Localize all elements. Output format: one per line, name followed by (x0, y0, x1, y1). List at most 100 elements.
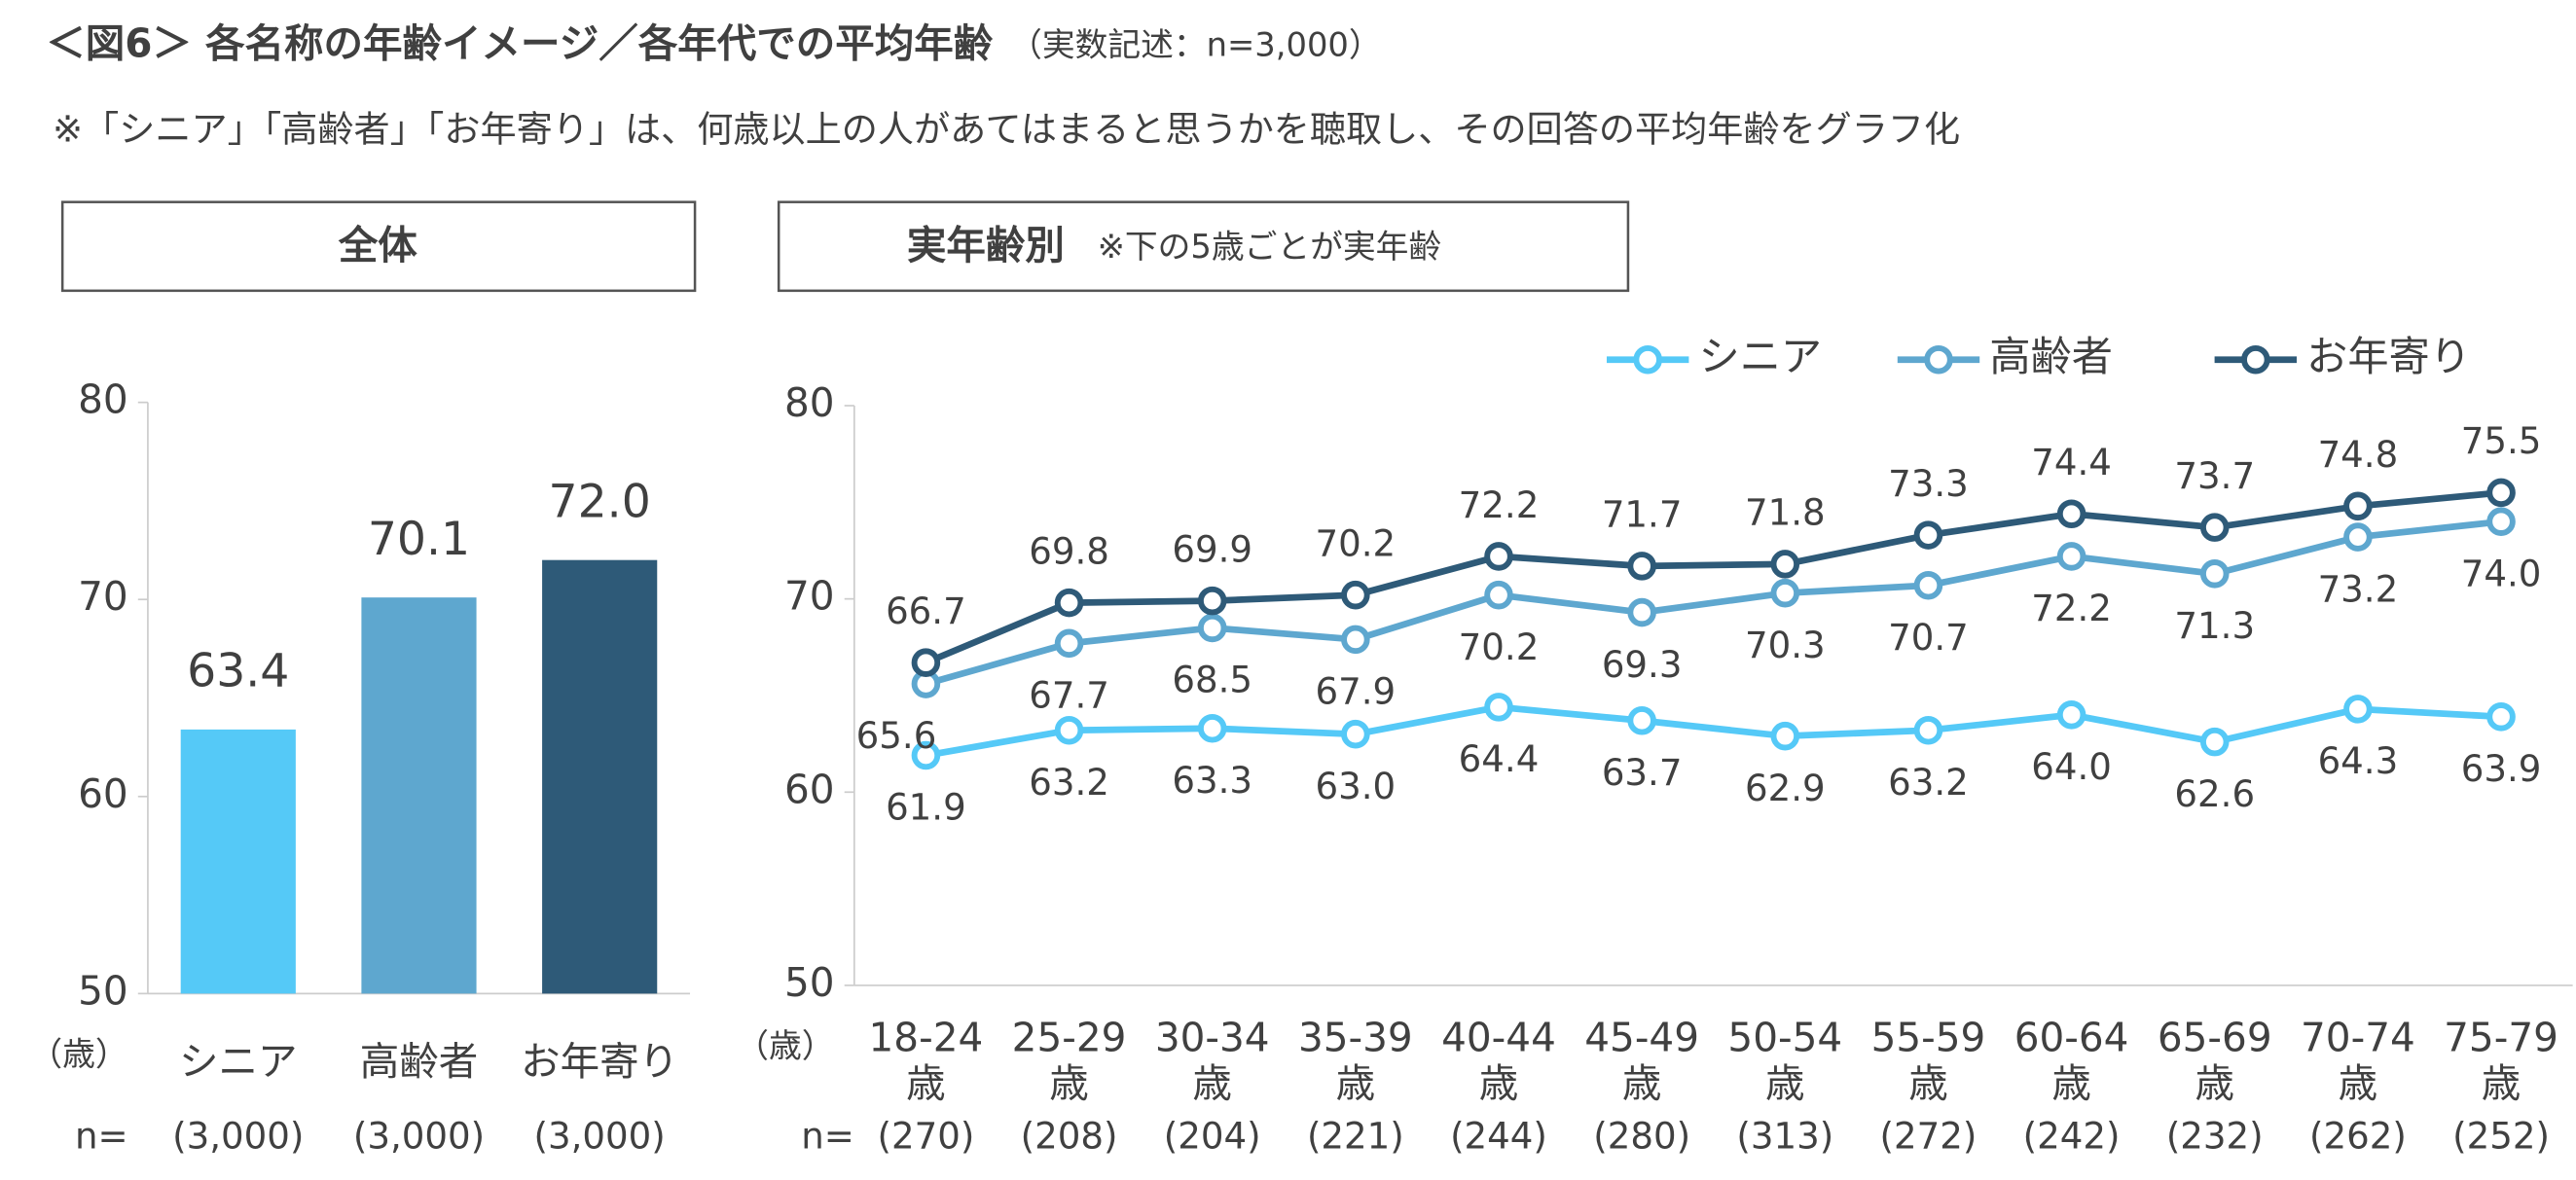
bar (542, 559, 658, 994)
y-tick-label: 60 (78, 770, 128, 817)
legend-label: お年寄り (2306, 333, 2471, 380)
value-label: 63.0 (1316, 766, 1397, 807)
y-tick-label: 70 (78, 573, 128, 620)
point (1627, 706, 1656, 735)
x-tick-label: 60-64歳 (2014, 1015, 2129, 1107)
value-label: 65.6 (856, 715, 937, 757)
point (1054, 628, 1084, 659)
n-value: (208) (1021, 1115, 1118, 1157)
panel-box (777, 200, 1630, 293)
x-tick-label: 40-44歳 (1441, 1015, 1556, 1107)
value-label: 67.9 (1316, 671, 1397, 713)
x-tick-label: 30-34歳 (1154, 1015, 1270, 1107)
point (2343, 491, 2373, 521)
x-tick-label: 50-54歳 (1727, 1015, 1843, 1107)
title: ＜図6＞ 各名称の年齢イメージ／各年代での平均年齢 （実数記述：n=3,000） (46, 19, 1381, 66)
value-label: 75.5 (2461, 420, 2542, 462)
bar (361, 597, 477, 994)
y-unit: （歳） (29, 1035, 127, 1073)
x-tick-label-box: 70-74歳 (2301, 1015, 2415, 1107)
value-label: 62.9 (1745, 768, 1826, 809)
x-tick-label: 70-74歳 (2301, 1015, 2415, 1107)
point (1627, 597, 1656, 627)
x-tick-label-box: 60-64歳 (2014, 1015, 2129, 1107)
x-tick-label: 55-59歳 (1870, 1015, 1986, 1107)
panel-title-note: ※下の5歳ごとが実年齢 (1098, 227, 1442, 265)
y-tick-label: 50 (78, 967, 128, 1014)
x-tick-label: お年寄り (521, 1038, 678, 1085)
x-tick-label-box: 65-69歳 (2157, 1015, 2272, 1107)
value-label: 73.3 (1888, 463, 1969, 505)
series-line (925, 703, 2502, 759)
n-value: (244) (1450, 1115, 1547, 1157)
value-label: 69.9 (1172, 528, 1252, 570)
point (1341, 625, 1370, 655)
point (1197, 713, 1227, 743)
point (2486, 702, 2516, 732)
value-label: 66.7 (886, 590, 966, 632)
x-tick-label-box: 18-24歳 (869, 1015, 984, 1107)
point (1341, 580, 1370, 610)
x-tick-label-box: 75-79歳 (2444, 1015, 2558, 1107)
point (1913, 520, 1943, 550)
point (1913, 570, 1943, 600)
x-tick-label: シニア (179, 1038, 298, 1085)
point (2056, 499, 2086, 529)
point (2199, 727, 2230, 757)
point (2486, 507, 2516, 536)
value-label: 74.0 (2461, 553, 2542, 594)
x-tick-label-box: 55-59歳 (1870, 1015, 1986, 1107)
x-tick-label: 75-79歳 (2444, 1015, 2558, 1107)
series-line (925, 489, 2502, 666)
point (2343, 695, 2373, 724)
point (2056, 542, 2086, 571)
subtitle: ※「シニア」「高齢者」「お年寄り」は、何歳以上の人があてはまると思うかを聴取し、… (53, 109, 1960, 151)
point (2486, 478, 2516, 508)
panel-title: 実年齢別 ※下の5歳ごとが実年齢 (907, 222, 1441, 268)
value-label: 64.0 (2031, 746, 2112, 788)
x-tick-label: 65-69歳 (2157, 1015, 2272, 1107)
x-tick-label: 35-39歳 (1297, 1015, 1413, 1107)
n-label: n= (801, 1115, 854, 1157)
value-label: 70.7 (1888, 617, 1969, 659)
value-label: 72.0 (549, 475, 651, 528)
value-label: 67.7 (1029, 675, 1109, 717)
value-label: 63.9 (2461, 748, 2542, 790)
value-label: 74.8 (2318, 434, 2399, 476)
legend-marker (2241, 344, 2270, 375)
value-label: 70.2 (1316, 523, 1397, 565)
value-label: 73.7 (2174, 455, 2255, 497)
n-value: (280) (1593, 1115, 1690, 1157)
value-label: 72.2 (2031, 588, 2112, 629)
value-label: 63.4 (187, 645, 289, 698)
point (1627, 552, 1656, 581)
y-tick-label: 50 (784, 959, 835, 1006)
point (911, 740, 941, 770)
value-label: 64.3 (2318, 740, 2399, 782)
legend-marker (1924, 344, 1953, 375)
x-tick-label-box: 30-34歳 (1154, 1015, 1270, 1107)
value-label: 63.7 (1602, 752, 1683, 794)
point (1484, 693, 1513, 722)
title-main: ＜図6＞ 各名称の年齢イメージ／各年代での平均年齢 (46, 19, 993, 66)
n-value: (3,000) (172, 1115, 304, 1157)
point (1913, 715, 1943, 745)
n-value: (270) (877, 1115, 974, 1157)
legend-label: 高齢者 (1989, 333, 2113, 380)
point (1484, 542, 1513, 571)
value-label: 68.5 (1172, 660, 1252, 701)
title-note: （実数記述：n=3,000） (1009, 25, 1382, 63)
n-value: (221) (1307, 1115, 1404, 1157)
value-label: 71.3 (2174, 605, 2255, 647)
point (1341, 719, 1370, 749)
y-tick-label: 60 (784, 766, 835, 812)
x-tick-label-box: 50-54歳 (1727, 1015, 1843, 1107)
x-tick-label: 45-49歳 (1584, 1015, 1700, 1107)
point (1197, 586, 1227, 616)
value-label: 74.4 (2031, 442, 2112, 483)
y-unit: （歳） (736, 1027, 834, 1065)
value-label: 63.2 (1029, 762, 1109, 804)
value-label: 61.9 (886, 787, 966, 829)
value-label: 71.8 (1745, 492, 1826, 534)
